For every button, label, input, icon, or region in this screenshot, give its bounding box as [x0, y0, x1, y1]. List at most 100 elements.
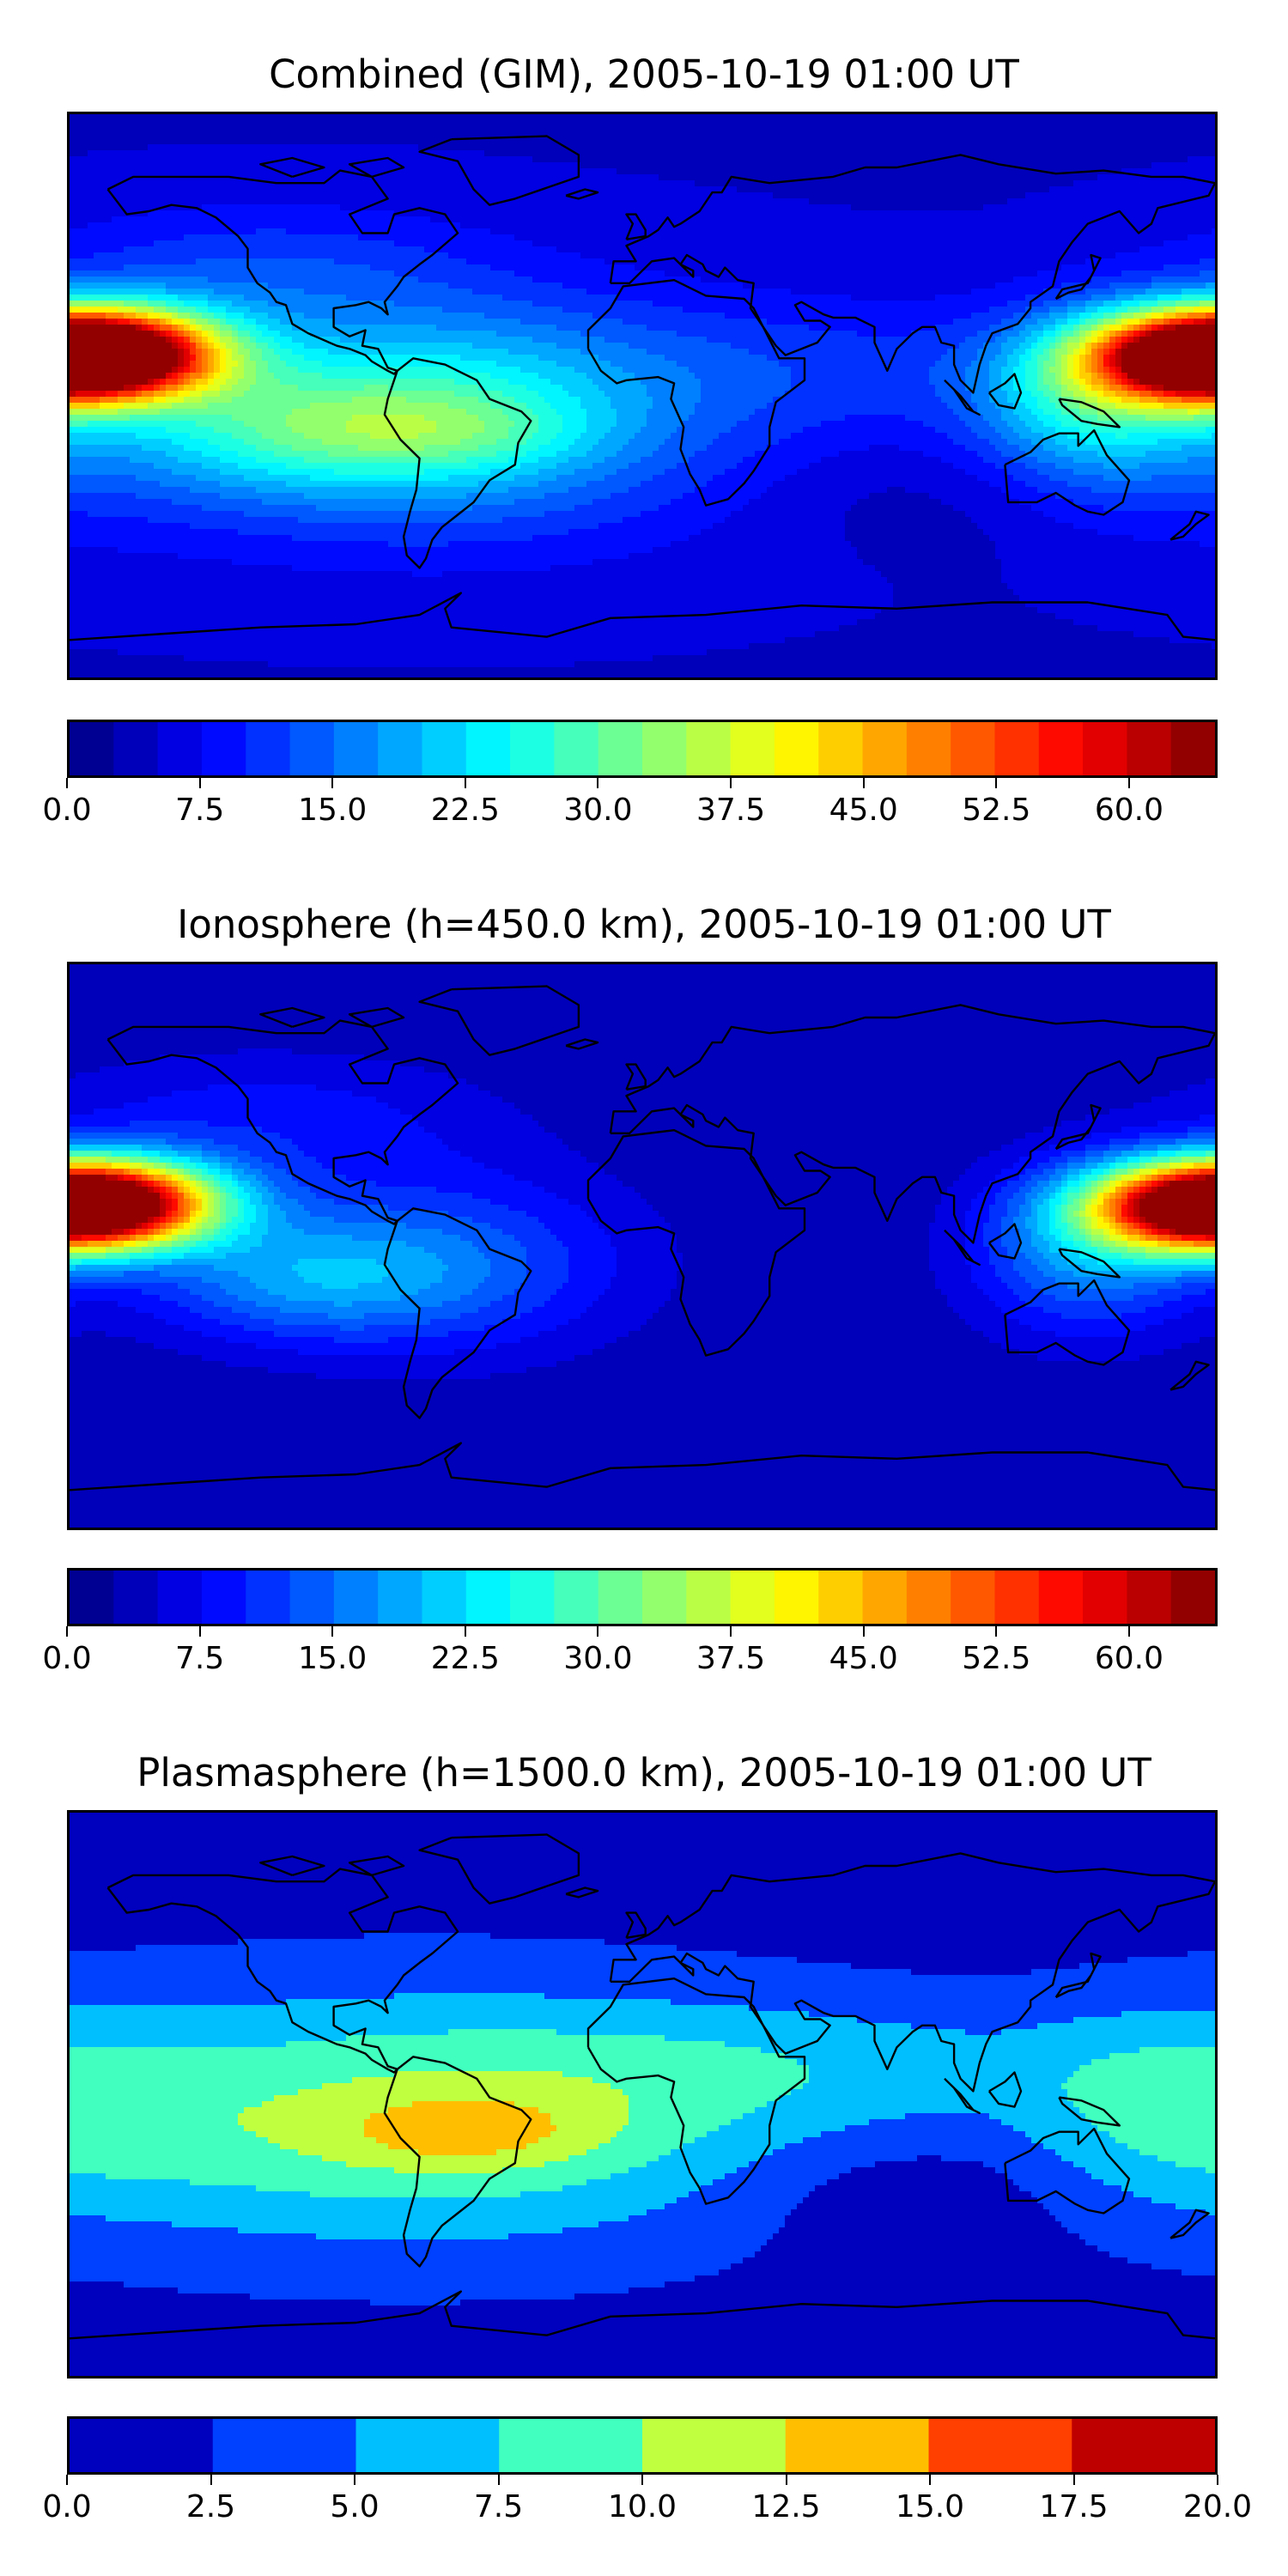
- field-cell: [160, 210, 167, 217]
- field-cell: [713, 114, 720, 121]
- field-cell: [472, 258, 479, 265]
- field-cell: [190, 132, 197, 139]
- field-cell: [1085, 222, 1092, 229]
- field-cell: [598, 150, 605, 157]
- field-cell: [1043, 216, 1050, 223]
- field-cell: [875, 192, 882, 199]
- field-cell: [466, 210, 473, 217]
- field-cell: [1085, 246, 1092, 253]
- field-cell: [538, 210, 545, 217]
- field-cell: [1067, 150, 1074, 157]
- field-cell: [941, 114, 948, 121]
- field-cell: [1001, 114, 1008, 121]
- field-cell: [719, 240, 726, 247]
- field-cell: [767, 258, 774, 265]
- field-cell: [208, 252, 215, 259]
- field-cell: [1151, 204, 1158, 211]
- combined-title: Combined (GIM), 2005-10-19 01:00 UT: [0, 53, 1288, 96]
- field-cell: [647, 180, 653, 187]
- field-cell: [977, 186, 984, 193]
- field-cell: [196, 168, 203, 175]
- field-cell: [226, 132, 233, 139]
- field-cell: [701, 234, 708, 241]
- field-cell: [418, 180, 425, 187]
- field-cell: [671, 246, 677, 253]
- field-cell: [1157, 264, 1164, 271]
- field-cell: [995, 264, 1002, 271]
- field-cell: [496, 228, 503, 235]
- field-cell: [815, 144, 822, 151]
- field-cell: [388, 144, 395, 151]
- field-cell: [340, 174, 347, 181]
- field-cell: [412, 180, 419, 187]
- field-cell: [947, 168, 954, 175]
- field-cell: [352, 156, 359, 163]
- field-cell: [737, 252, 744, 259]
- field-cell: [286, 246, 293, 253]
- field-cell: [70, 240, 76, 247]
- field-cell: [514, 240, 521, 247]
- field-cell: [869, 138, 876, 145]
- field-cell: [346, 216, 353, 223]
- field-cell: [244, 222, 251, 229]
- field-cell: [1013, 192, 1020, 199]
- field-cell: [580, 132, 587, 139]
- field-cell: [893, 228, 900, 235]
- field-cell: [238, 222, 245, 229]
- field-cell: [502, 174, 509, 181]
- field-cell: [442, 198, 449, 205]
- field-cell: [1133, 162, 1140, 169]
- field-cell: [436, 222, 443, 229]
- field-cell: [983, 132, 990, 139]
- field-cell: [1043, 180, 1050, 187]
- field-cell: [737, 162, 744, 169]
- field-cell: [923, 234, 930, 241]
- field-cell: [490, 162, 497, 169]
- field-cell: [1176, 150, 1182, 157]
- field-cell: [460, 210, 467, 217]
- field-cell: [418, 216, 425, 223]
- field-cell: [172, 270, 179, 277]
- field-cell: [178, 234, 185, 241]
- field-cell: [166, 168, 173, 175]
- field-cell: [508, 234, 515, 241]
- field-cell: [989, 162, 996, 169]
- field-cell: [400, 252, 407, 259]
- field-cell: [779, 126, 786, 133]
- field-cell: [833, 258, 840, 265]
- field-cell: [346, 138, 353, 145]
- field-cell: [538, 192, 545, 199]
- field-cell: [875, 252, 882, 259]
- field-cell: [941, 210, 948, 217]
- field-cell: [1103, 228, 1110, 235]
- field-cell: [713, 186, 720, 193]
- field-cell: [1157, 156, 1164, 163]
- field-cell: [466, 192, 473, 199]
- field-cell: [1061, 264, 1068, 271]
- field-cell: [406, 228, 413, 235]
- field-cell: [514, 246, 521, 253]
- field-cell: [1001, 264, 1008, 271]
- field-cell: [538, 162, 545, 169]
- field-cell: [1157, 180, 1164, 187]
- field-cell: [773, 240, 780, 247]
- field-cell: [911, 258, 918, 265]
- field-cell: [827, 240, 834, 247]
- field-cell: [82, 150, 88, 157]
- field-cell: [953, 150, 960, 157]
- field-cell: [148, 270, 155, 277]
- field-cell: [328, 228, 335, 235]
- field-cell: [1019, 132, 1026, 139]
- field-cell: [232, 264, 239, 271]
- field-cell: [629, 198, 635, 205]
- field-cell: [707, 246, 714, 253]
- field-cell: [839, 258, 846, 265]
- field-cell: [322, 150, 329, 157]
- field-cell: [322, 234, 329, 241]
- field-cell: [1091, 162, 1098, 169]
- field-cell: [989, 258, 996, 265]
- field-cell: [1079, 156, 1086, 163]
- field-cell: [310, 186, 317, 193]
- field-cell: [346, 186, 353, 193]
- field-cell: [815, 120, 822, 127]
